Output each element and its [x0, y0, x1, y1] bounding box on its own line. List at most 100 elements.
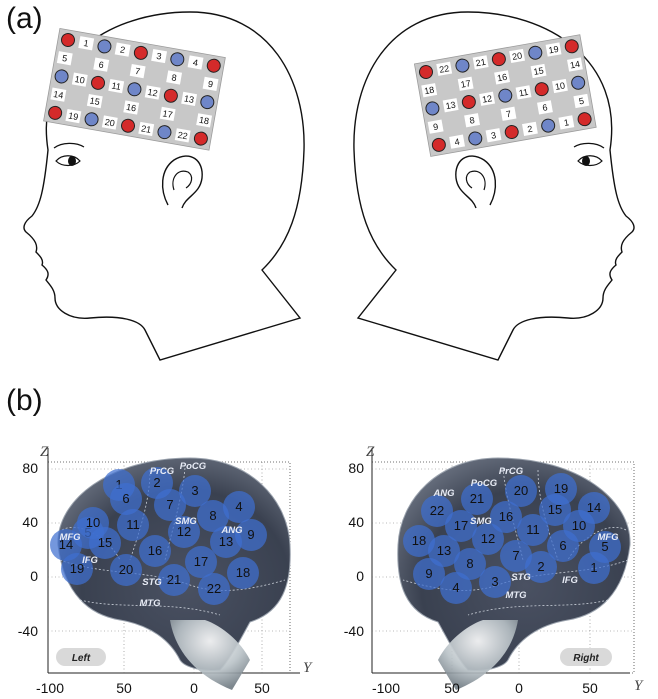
channel-number: 20 [511, 50, 523, 62]
channel-circle [421, 495, 453, 527]
channel-circle [517, 514, 549, 546]
channel-number: 4 [192, 57, 199, 68]
channel-label: 4 [235, 499, 242, 514]
channel-box [421, 83, 438, 98]
region-label: STG [511, 572, 531, 583]
region-label: SMG [175, 516, 197, 527]
channel-circle [445, 510, 477, 542]
region-label: MFG [59, 532, 81, 543]
channel-box [187, 55, 204, 70]
channel-box [522, 121, 538, 136]
channel-label: 21 [470, 491, 484, 506]
channel-circle [158, 564, 190, 596]
channel-circle [413, 558, 445, 590]
channel-box [93, 57, 110, 72]
region-label: PoCG [180, 461, 207, 472]
channel-number: 2 [527, 124, 534, 135]
channel-number: 14 [569, 59, 581, 71]
channel-circle [545, 473, 577, 505]
channel-label: 15 [548, 502, 562, 517]
channel-label: 22 [430, 503, 444, 518]
source-optode [419, 65, 433, 79]
channel-number: 11 [518, 87, 529, 98]
channel-label: 20 [514, 483, 528, 498]
channel-label: 18 [236, 565, 250, 580]
channel-box [457, 76, 474, 91]
region-label: ANG [432, 488, 455, 499]
detector-optode [97, 39, 112, 54]
source-optode [461, 95, 476, 110]
detector-optode [200, 95, 215, 110]
channel-label: 19 [70, 561, 84, 576]
channel-label: 11 [126, 517, 140, 532]
region-label: PrCG [150, 466, 175, 477]
channel-number: 18 [423, 85, 435, 97]
channel-box [515, 85, 532, 100]
channel-label: 13 [219, 534, 233, 549]
channel-box [108, 78, 125, 94]
detector-optode [127, 82, 142, 97]
channel-number: 22 [177, 130, 189, 142]
channel-number: 15 [89, 95, 101, 107]
channel-label: 10 [86, 515, 100, 530]
channel-number: 11 [111, 81, 122, 92]
z-tick-40-right: 40 [348, 514, 364, 530]
source-optode [48, 105, 63, 120]
channel-circle [500, 540, 532, 572]
channel-circle [198, 573, 230, 605]
channel-number: 10 [554, 80, 566, 92]
channel-label: 12 [481, 531, 495, 546]
channel-circle [505, 475, 537, 507]
channel-label: 17 [194, 554, 208, 569]
detector-optode [468, 131, 483, 146]
source-optode [504, 125, 519, 140]
detector-optode [425, 101, 440, 116]
channel-circle [223, 491, 255, 523]
channel-number: 5 [61, 53, 68, 64]
channel-circle [154, 489, 186, 521]
channel-box [442, 98, 459, 113]
channel-circle [110, 483, 142, 515]
channel-number: 7 [134, 66, 141, 77]
region-labels-left: PrCG PoCG SMG ANG MFG IFG STG MTG [59, 461, 243, 609]
y-tick-0-right: 0 [515, 680, 523, 696]
channel-number: 9 [432, 121, 439, 132]
channel-box [65, 108, 82, 124]
detector-optode [498, 88, 513, 103]
channel-circle [197, 500, 229, 532]
hemisphere-badge-left-text: Left [72, 653, 91, 664]
source-optode [133, 45, 148, 60]
source-optode [431, 137, 446, 152]
channel-box [449, 134, 466, 149]
channel-circle [440, 572, 472, 604]
channel-circle [461, 483, 493, 515]
channel-label: 19 [554, 481, 568, 496]
source-optode [61, 33, 75, 47]
channel-box [530, 63, 547, 79]
channel-label: 18 [412, 533, 426, 548]
region-label: IFG [562, 575, 578, 586]
channel-label: 17 [454, 518, 468, 533]
channel-number: 1 [83, 38, 90, 49]
channel-circle [589, 531, 621, 563]
channel-box [472, 55, 489, 70]
source-optode [91, 75, 106, 90]
channel-label: 2 [153, 475, 160, 490]
channel-circle [179, 475, 211, 507]
channel-label: 16 [148, 543, 162, 558]
channel-circle [403, 525, 435, 557]
channel-circle [117, 509, 149, 541]
channel-box [50, 87, 67, 102]
channel-number: 7 [505, 109, 512, 120]
channel-number: 1 [563, 117, 570, 128]
y-tick-0-left: 0 [190, 680, 198, 696]
z-tick-80-left: 80 [22, 460, 38, 476]
head-outline-right [353, 11, 635, 361]
channel-circle [578, 492, 610, 524]
channel-circle [89, 527, 121, 559]
channel-box [479, 91, 496, 106]
